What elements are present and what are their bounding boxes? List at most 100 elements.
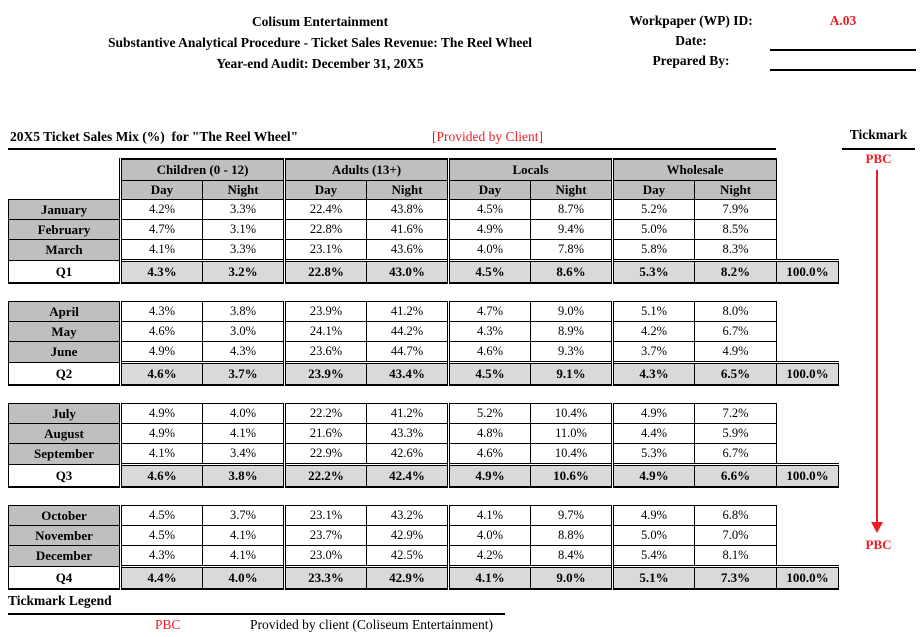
mix-cell[interactable]: 4.5%	[447, 199, 531, 220]
mix-cell[interactable]: 4.7%	[447, 301, 531, 322]
quarter-total-cell[interactable]: 42.9%	[366, 565, 449, 590]
mix-cell[interactable]: 7.9%	[694, 199, 777, 220]
mix-cell[interactable]: 4.6%	[447, 443, 531, 465]
mix-cell[interactable]: 4.7%	[119, 219, 203, 240]
quarter-total-cell[interactable]: 4.0%	[202, 565, 285, 590]
date-field[interactable]	[770, 31, 916, 51]
mix-cell[interactable]: 3.8%	[202, 301, 285, 322]
month-label[interactable]: July	[8, 403, 121, 424]
mix-cell[interactable]: 23.1%	[283, 505, 367, 526]
mix-cell[interactable]: 4.1%	[202, 525, 285, 546]
mix-cell[interactable]: 4.0%	[202, 403, 285, 424]
mix-cell[interactable]: 41.6%	[366, 219, 449, 240]
mix-cell[interactable]: 4.9%	[119, 341, 203, 363]
group-header[interactable]: Adults (13+)	[283, 158, 449, 181]
mix-cell[interactable]: 23.9%	[283, 301, 367, 322]
quarter-total-cell[interactable]: 3.2%	[202, 259, 285, 284]
mix-cell[interactable]: 4.0%	[447, 525, 531, 546]
mix-cell[interactable]: 4.8%	[447, 423, 531, 444]
quarter-total-cell[interactable]: 4.6%	[119, 361, 203, 386]
group-header[interactable]: Wholesale	[611, 158, 777, 181]
mix-cell[interactable]: 6.7%	[694, 443, 777, 465]
quarter-grand-total-cell[interactable]: 100.0%	[776, 463, 839, 488]
mix-cell[interactable]: 3.3%	[202, 239, 285, 261]
mix-cell[interactable]: 4.9%	[611, 505, 695, 526]
mix-cell[interactable]: 4.2%	[611, 321, 695, 342]
mix-cell[interactable]: 4.3%	[202, 341, 285, 363]
mix-cell[interactable]: 9.3%	[530, 341, 613, 363]
quarter-total-cell[interactable]: 6.6%	[694, 463, 777, 488]
mix-cell[interactable]: 4.2%	[119, 199, 203, 220]
subheader-day[interactable]: Day	[447, 180, 531, 200]
mix-cell[interactable]: 23.1%	[283, 239, 367, 261]
quarter-total-cell[interactable]: 4.5%	[447, 259, 531, 284]
mix-cell[interactable]: 4.2%	[447, 545, 531, 567]
quarter-total-cell[interactable]: 43.0%	[366, 259, 449, 284]
quarter-total-cell[interactable]: 42.4%	[366, 463, 449, 488]
mix-cell[interactable]: 7.0%	[694, 525, 777, 546]
mix-cell[interactable]: 5.8%	[611, 239, 695, 261]
mix-cell[interactable]: 23.0%	[283, 545, 367, 567]
subheader-night[interactable]: Night	[530, 180, 613, 200]
quarter-label[interactable]: Q3	[8, 464, 121, 488]
mix-cell[interactable]: 4.5%	[119, 525, 203, 546]
mix-cell[interactable]: 4.9%	[447, 219, 531, 240]
mix-cell[interactable]: 3.0%	[202, 321, 285, 342]
quarter-total-cell[interactable]: 9.1%	[530, 361, 613, 386]
mix-cell[interactable]: 4.4%	[611, 423, 695, 444]
mix-cell[interactable]: 4.1%	[447, 505, 531, 526]
quarter-grand-total-cell[interactable]: 100.0%	[776, 259, 839, 284]
mix-cell[interactable]: 41.2%	[366, 403, 449, 424]
quarter-total-cell[interactable]: 23.3%	[283, 565, 367, 590]
mix-cell[interactable]: 4.9%	[694, 341, 777, 363]
mix-cell[interactable]: 5.0%	[611, 219, 695, 240]
mix-cell[interactable]: 8.0%	[694, 301, 777, 322]
mix-cell[interactable]: 43.8%	[366, 199, 449, 220]
mix-cell[interactable]: 4.0%	[447, 239, 531, 261]
quarter-total-cell[interactable]: 3.8%	[202, 463, 285, 488]
mix-cell[interactable]: 3.4%	[202, 443, 285, 465]
mix-cell[interactable]: 6.8%	[694, 505, 777, 526]
quarter-total-cell[interactable]: 4.1%	[447, 565, 531, 590]
mix-cell[interactable]: 8.9%	[530, 321, 613, 342]
mix-cell[interactable]: 3.1%	[202, 219, 285, 240]
quarter-total-cell[interactable]: 4.5%	[447, 361, 531, 386]
mix-cell[interactable]: 5.3%	[611, 443, 695, 465]
mix-cell[interactable]: 8.8%	[530, 525, 613, 546]
quarter-label[interactable]: Q2	[8, 362, 121, 386]
subheader-night[interactable]: Night	[366, 180, 449, 200]
mix-cell[interactable]: 4.9%	[119, 423, 203, 444]
mix-cell[interactable]: 8.3%	[694, 239, 777, 261]
mix-cell[interactable]: 8.5%	[694, 219, 777, 240]
mix-cell[interactable]: 42.9%	[366, 525, 449, 546]
month-label[interactable]: December	[8, 545, 121, 567]
mix-cell[interactable]: 23.6%	[283, 341, 367, 363]
quarter-total-cell[interactable]: 7.3%	[694, 565, 777, 590]
quarter-total-cell[interactable]: 4.4%	[119, 565, 203, 590]
mix-cell[interactable]: 22.4%	[283, 199, 367, 220]
subheader-day[interactable]: Day	[611, 180, 695, 200]
subheader-day[interactable]: Day	[119, 180, 203, 200]
quarter-total-cell[interactable]: 4.6%	[119, 463, 203, 488]
mix-cell[interactable]: 4.1%	[202, 545, 285, 567]
mix-cell[interactable]: 8.7%	[530, 199, 613, 220]
mix-cell[interactable]: 5.2%	[447, 403, 531, 424]
mix-cell[interactable]: 43.2%	[366, 505, 449, 526]
mix-cell[interactable]: 5.1%	[611, 301, 695, 322]
quarter-label[interactable]: Q1	[8, 260, 121, 284]
mix-cell[interactable]: 8.1%	[694, 545, 777, 567]
month-label[interactable]: January	[8, 199, 121, 220]
mix-cell[interactable]: 8.4%	[530, 545, 613, 567]
mix-cell[interactable]: 4.6%	[119, 321, 203, 342]
mix-cell[interactable]: 3.7%	[611, 341, 695, 363]
mix-cell[interactable]: 4.1%	[119, 239, 203, 261]
quarter-total-cell[interactable]: 6.5%	[694, 361, 777, 386]
quarter-label[interactable]: Q4	[8, 566, 121, 590]
mix-cell[interactable]: 42.5%	[366, 545, 449, 567]
mix-cell[interactable]: 10.4%	[530, 443, 613, 465]
mix-cell[interactable]: 7.8%	[530, 239, 613, 261]
mix-cell[interactable]: 3.7%	[202, 505, 285, 526]
mix-cell[interactable]: 6.7%	[694, 321, 777, 342]
mix-cell[interactable]: 5.2%	[611, 199, 695, 220]
mix-cell[interactable]: 4.6%	[447, 341, 531, 363]
